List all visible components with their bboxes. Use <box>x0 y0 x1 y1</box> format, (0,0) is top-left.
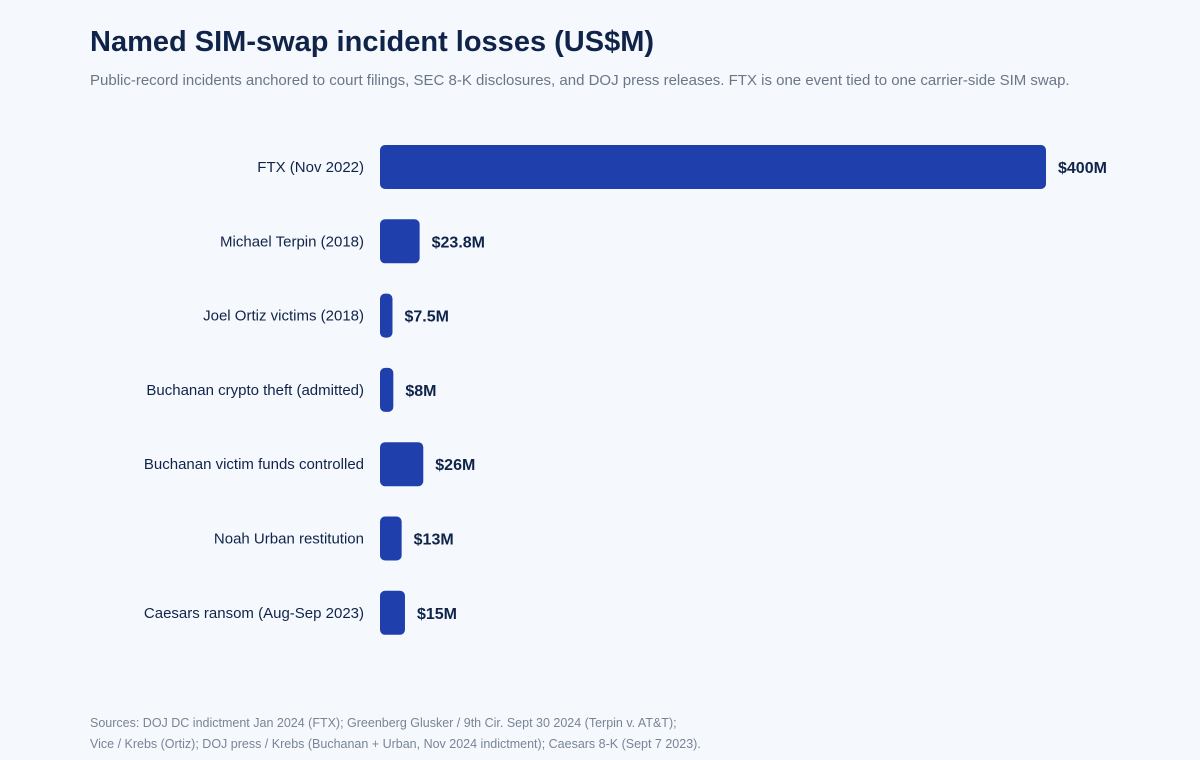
value-label: $7.5M <box>404 309 448 326</box>
category-label: Joel Ortiz victims (2018) <box>203 308 364 325</box>
bar <box>380 590 405 635</box>
bar <box>380 442 424 487</box>
category-label: Caesars ransom (Aug-Sep 2023) <box>144 605 364 622</box>
chart-title: Named SIM-swap incident losses (US$M) <box>90 26 655 58</box>
value-label: $15M <box>417 606 457 623</box>
value-label: $400M <box>1058 160 1107 177</box>
bar <box>380 367 394 412</box>
category-label: Michael Terpin (2018) <box>220 233 364 250</box>
sources-line-1: Sources: DOJ DC indictment Jan 2024 (FTX… <box>90 716 677 730</box>
value-label: $26M <box>435 457 475 474</box>
chart-subtitle: Public-record incidents anchored to cour… <box>90 72 1070 89</box>
bar <box>380 516 402 561</box>
category-label: FTX (Nov 2022) <box>257 159 364 176</box>
category-label: Buchanan victim funds controlled <box>144 456 364 473</box>
value-label: $8M <box>405 383 436 400</box>
value-label: $23.8M <box>432 234 485 251</box>
sources-line-2: Vice / Krebs (Ortiz); DOJ press / Krebs … <box>90 737 701 751</box>
bar <box>380 293 393 338</box>
category-label: Buchanan crypto theft (admitted) <box>146 382 364 399</box>
bar-chart: FTX (Nov 2022) $400M Michael Terpin (2018)… <box>144 145 1107 635</box>
bar <box>380 145 1046 189</box>
sources-note: Sources: DOJ DC indictment Jan 2024 (FTX… <box>90 713 701 755</box>
value-label: $13M <box>414 532 454 549</box>
category-label: Noah Urban restitution <box>214 531 364 548</box>
bar <box>380 219 420 264</box>
